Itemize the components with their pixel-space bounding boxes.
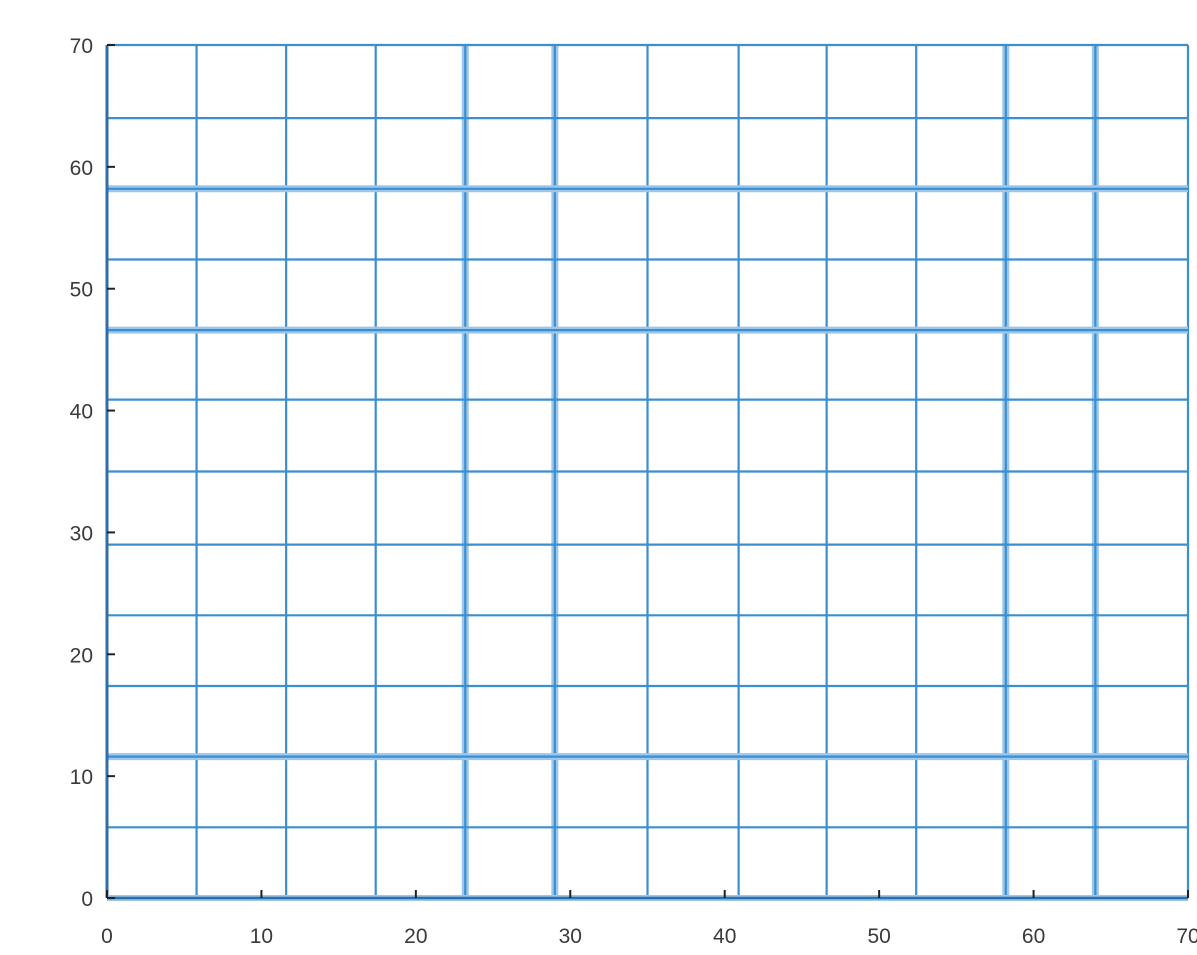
y-tick-label: 60 xyxy=(70,157,93,180)
y-tick-label: 40 xyxy=(70,401,93,424)
x-tick-label: 20 xyxy=(404,925,427,948)
x-tick-label: 10 xyxy=(250,925,273,948)
axes xyxy=(105,44,1189,901)
y-tick-label: 0 xyxy=(81,888,93,911)
x-tick-label: 70 xyxy=(1176,925,1197,948)
x-tick-label: 0 xyxy=(101,925,113,948)
y-tick-label: 10 xyxy=(70,766,93,789)
x-tick-label: 30 xyxy=(559,925,582,948)
y-tick-label: 50 xyxy=(70,279,93,302)
tick-labels: 0 10 20 30 40 50 60 70 0 10 20 30 40 50 60 70 xyxy=(70,35,1197,948)
y-tick-label: 30 xyxy=(70,522,93,545)
y-tick-label: 70 xyxy=(70,35,93,58)
x-tick-label: 60 xyxy=(1022,925,1045,948)
x-tick-label: 50 xyxy=(867,925,890,948)
grid-lines xyxy=(107,43,1190,898)
x-tick-label: 40 xyxy=(713,925,736,948)
y-tick-label: 20 xyxy=(70,644,93,667)
